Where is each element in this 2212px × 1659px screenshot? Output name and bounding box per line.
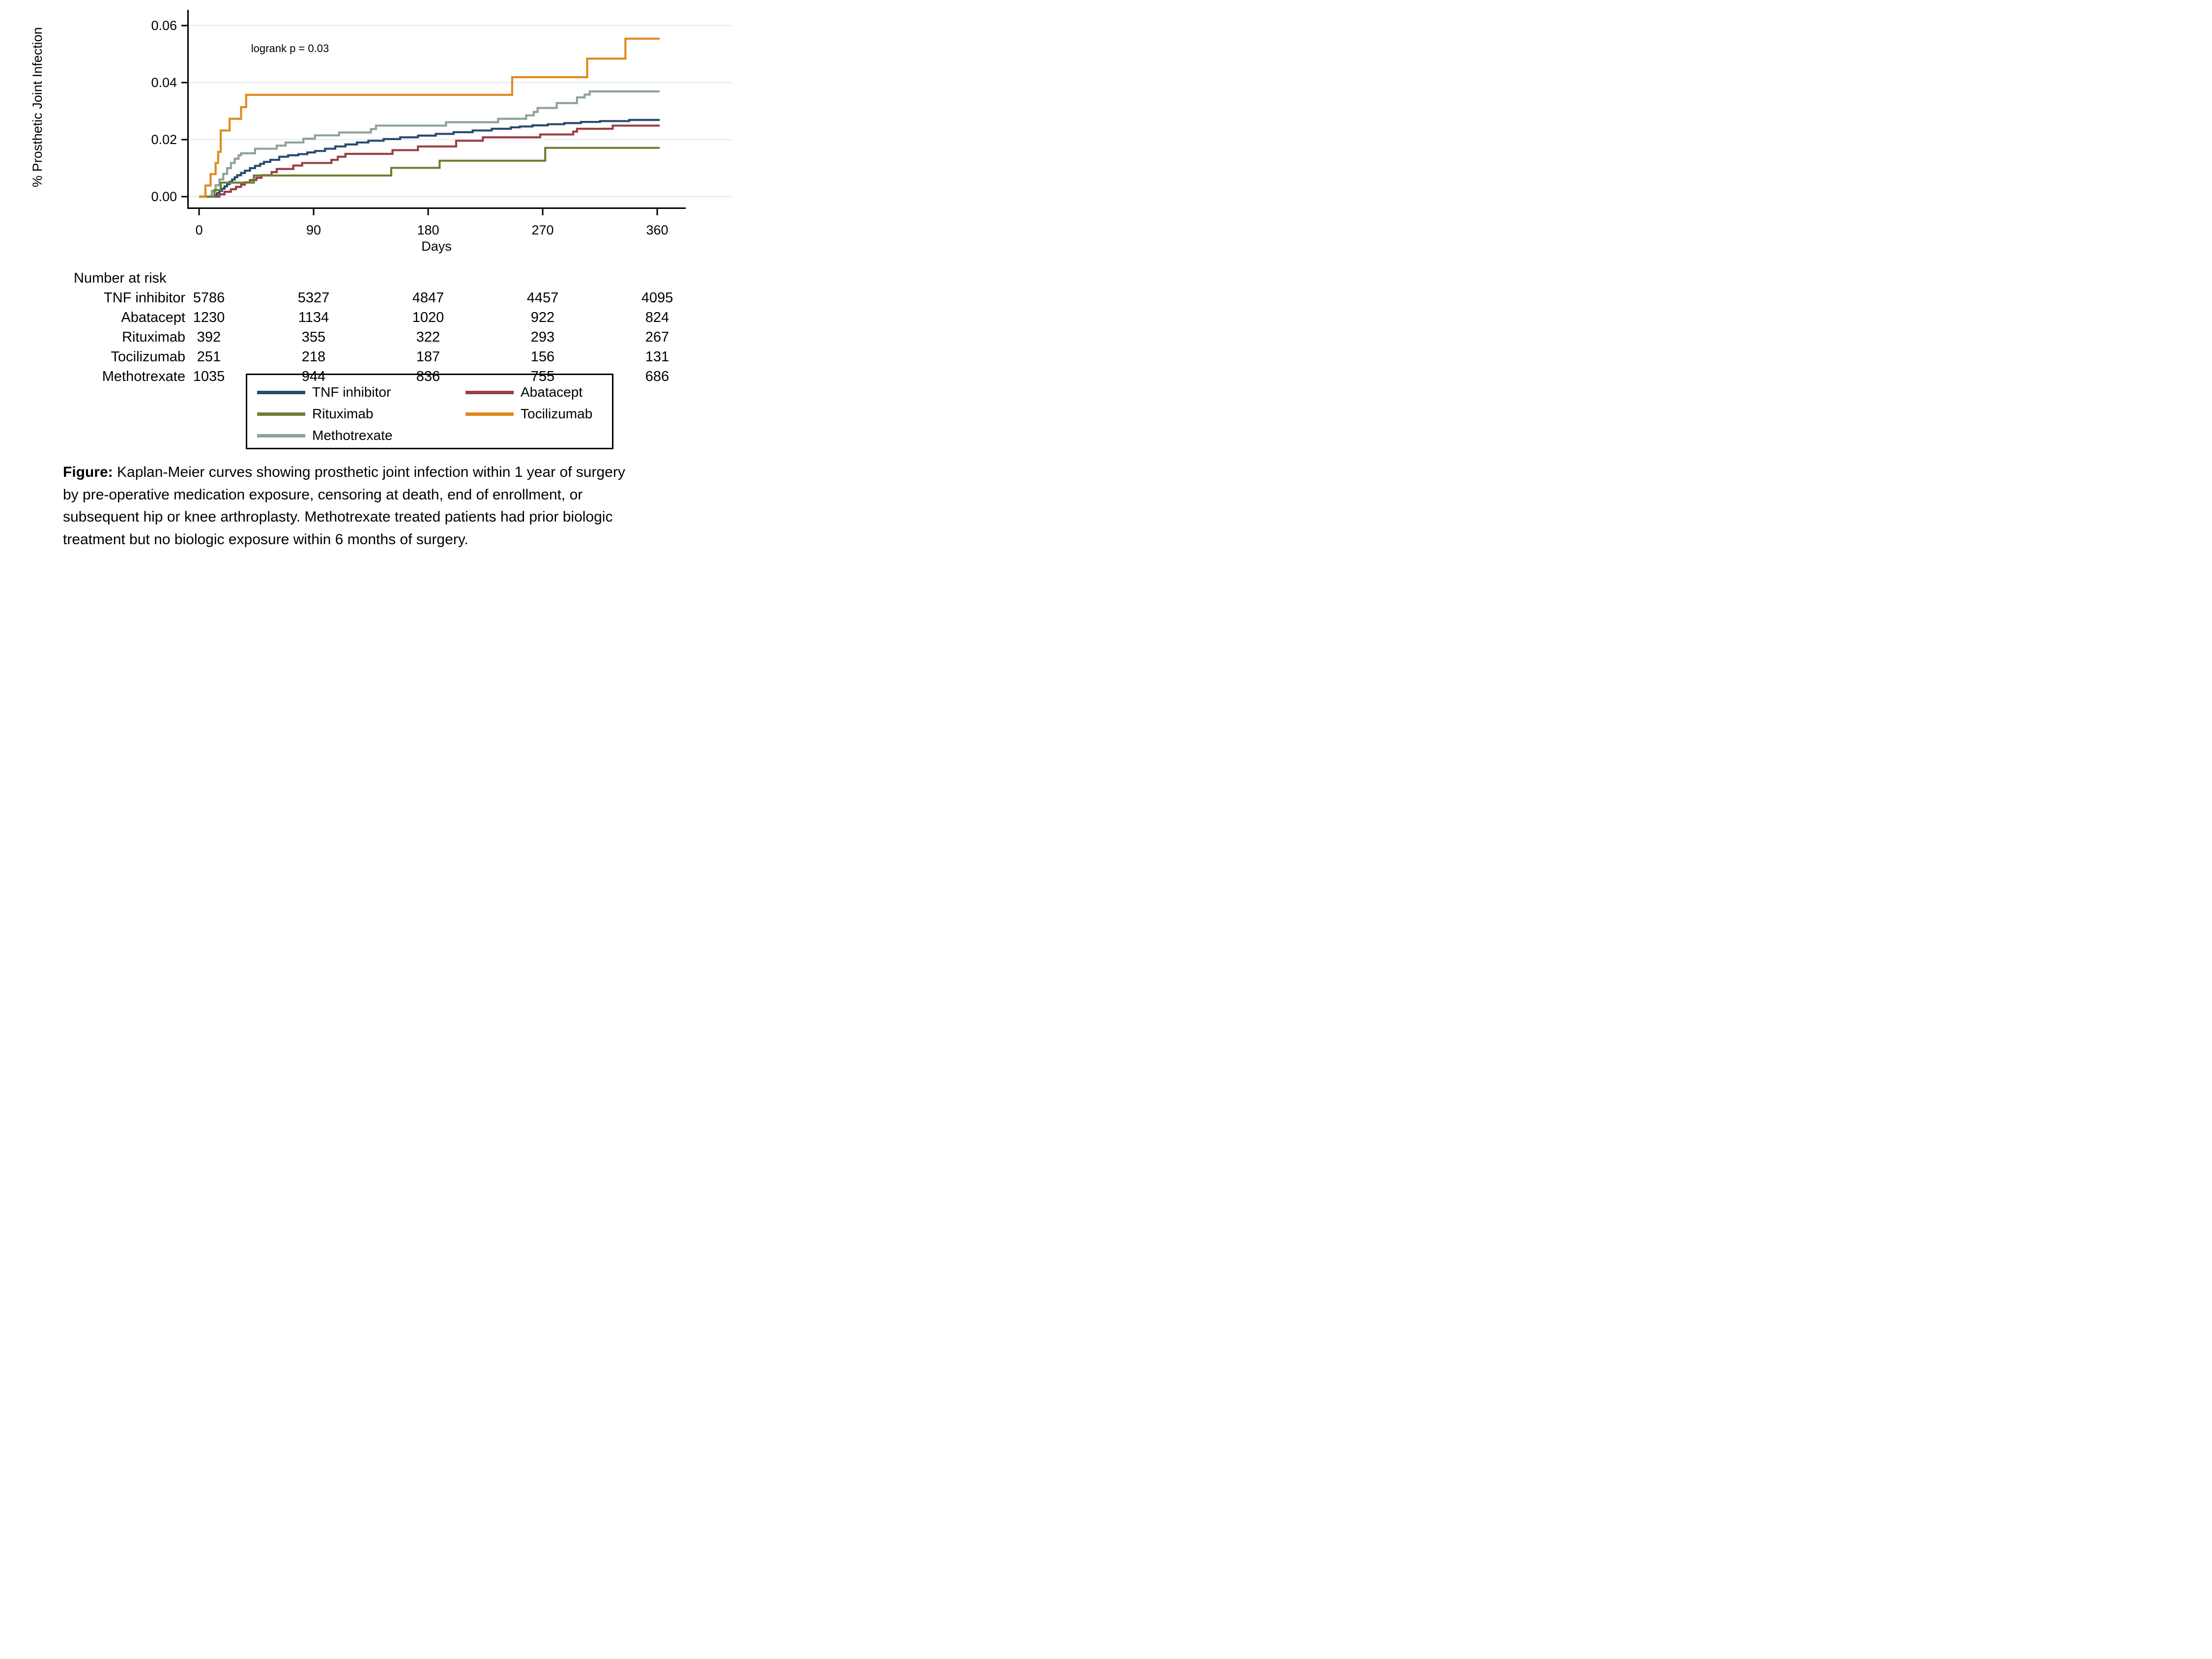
legend-item-tocilizumab: Tocilizumab <box>466 406 612 422</box>
risk-value: 392 <box>197 329 221 345</box>
x-tick-label: 360 <box>646 223 668 237</box>
risk-value: 5786 <box>193 290 225 306</box>
risk-value: 267 <box>645 329 669 345</box>
y-tick-label: 0.02 <box>151 132 177 147</box>
chart-generated-content: 0.00 0.02 0.04 0.06 0 90 180 270 360 <box>151 10 733 237</box>
legend-item-label: TNF inhibitor <box>312 384 391 400</box>
logrank-annotation: logrank p = 0.03 <box>251 42 329 55</box>
caption-bold-prefix: Figure: <box>63 464 113 480</box>
risk-value: 293 <box>530 329 555 345</box>
km-chart: 0.00 0.02 0.04 0.06 0 90 180 270 360 % Prostheti… <box>30 10 733 254</box>
caption-line: by pre-operative medication exposure, ce… <box>63 486 583 503</box>
y-tick-label: 0.06 <box>151 18 177 33</box>
legend-line-swatch <box>466 412 514 416</box>
legend-item-label: Rituximab <box>312 406 374 421</box>
risk-value: 4457 <box>526 290 559 306</box>
legend-line-swatch <box>257 434 305 437</box>
legend-item-methotrexate: Methotrexate <box>257 428 466 443</box>
risk-table-title: Number at risk <box>74 270 167 286</box>
risk-value: 824 <box>645 310 669 325</box>
y-tick-label: 0.04 <box>151 75 177 90</box>
risk-row-tocilizumab: Tocilizumab 251 218 187 156 131 <box>0 347 737 367</box>
legend-grid: TNF inhibitor Abatacept Rituximab Tocilizum… <box>257 381 612 446</box>
risk-value: 1230 <box>193 310 225 325</box>
km-curve-rituximab <box>199 146 660 198</box>
caption-line: Figure: Kaplan-Meier curves showing pros… <box>63 464 625 480</box>
risk-value: 1035 <box>193 369 225 384</box>
risk-value: 355 <box>301 329 326 345</box>
legend: TNF inhibitor Abatacept Rituximab Tocilizum… <box>246 374 613 449</box>
risk-row-label: Methotrexate <box>102 369 185 384</box>
risk-value: 944 <box>301 369 326 384</box>
legend-item-rituximab: Rituximab <box>257 406 466 422</box>
risk-row-label: Tocilizumab <box>111 349 186 365</box>
legend-item-label: Abatacept <box>521 384 583 400</box>
km-curve-tocilizumab <box>199 37 660 198</box>
risk-value: 4847 <box>412 290 444 306</box>
risk-value: 922 <box>530 310 555 325</box>
y-tick-label: 0.00 <box>151 189 177 204</box>
risk-value: 1020 <box>412 310 444 325</box>
caption-line: subsequent hip or knee arthroplasty. Met… <box>63 509 613 525</box>
risk-value: 836 <box>416 369 440 384</box>
risk-row-label: TNF inhibitor <box>104 290 185 306</box>
risk-value: 1134 <box>298 310 329 325</box>
risk-value: 218 <box>301 349 326 365</box>
legend-item-label: Tocilizumab <box>521 406 593 421</box>
risk-value: 156 <box>530 349 555 365</box>
legend-line-swatch <box>257 390 305 394</box>
x-tick-label: 180 <box>417 223 439 237</box>
caption-line: treatment but no biologic exposure withi… <box>63 531 468 548</box>
figure-caption: Figure: Kaplan-Meier curves showing pros… <box>63 461 737 551</box>
legend-item-label: Methotrexate <box>312 428 393 443</box>
risk-row-tnf-inhibitor: TNF inhibitor 5786 5327 4847 4457 4095 <box>0 288 737 308</box>
risk-value: 187 <box>416 349 440 365</box>
risk-row-rituximab: Rituximab 392 355 322 293 267 <box>0 327 737 347</box>
risk-value: 5327 <box>297 290 330 306</box>
risk-value: 755 <box>530 369 555 384</box>
x-tick-label: 270 <box>531 223 553 237</box>
risk-value: 131 <box>645 349 669 365</box>
y-axis-title: % Prosthetic Joint Infection <box>30 27 45 187</box>
legend-line-swatch <box>466 390 514 394</box>
kaplan-meier-figure: 0.00 0.02 0.04 0.06 0 90 180 270 360 % Prostheti… <box>0 0 737 553</box>
legend-item-abatacept: Abatacept <box>466 384 612 400</box>
x-tick-label: 90 <box>306 223 321 237</box>
km-curve-abatacept <box>199 124 660 198</box>
risk-row-methotrexate: Methotrexate 1035 944 836 755 686 <box>0 367 737 386</box>
risk-value: 322 <box>416 329 440 345</box>
risk-row-abatacept: Abatacept 1230 1134 1020 922 824 <box>0 308 737 327</box>
risk-value: 686 <box>645 369 669 384</box>
risk-value: 251 <box>197 349 221 365</box>
risk-row-label: Abatacept <box>121 310 185 325</box>
km-curve-methotrexate <box>199 90 660 198</box>
legend-line-swatch <box>257 412 305 416</box>
risk-row-label: Rituximab <box>122 329 185 345</box>
legend-item-tnf-inhibitor: TNF inhibitor <box>257 384 466 400</box>
km-curve-tnf-inhibitor <box>199 118 660 198</box>
risk-value: 4095 <box>641 290 673 306</box>
x-axis-title: Days <box>421 239 452 254</box>
x-tick-label: 0 <box>195 223 203 237</box>
